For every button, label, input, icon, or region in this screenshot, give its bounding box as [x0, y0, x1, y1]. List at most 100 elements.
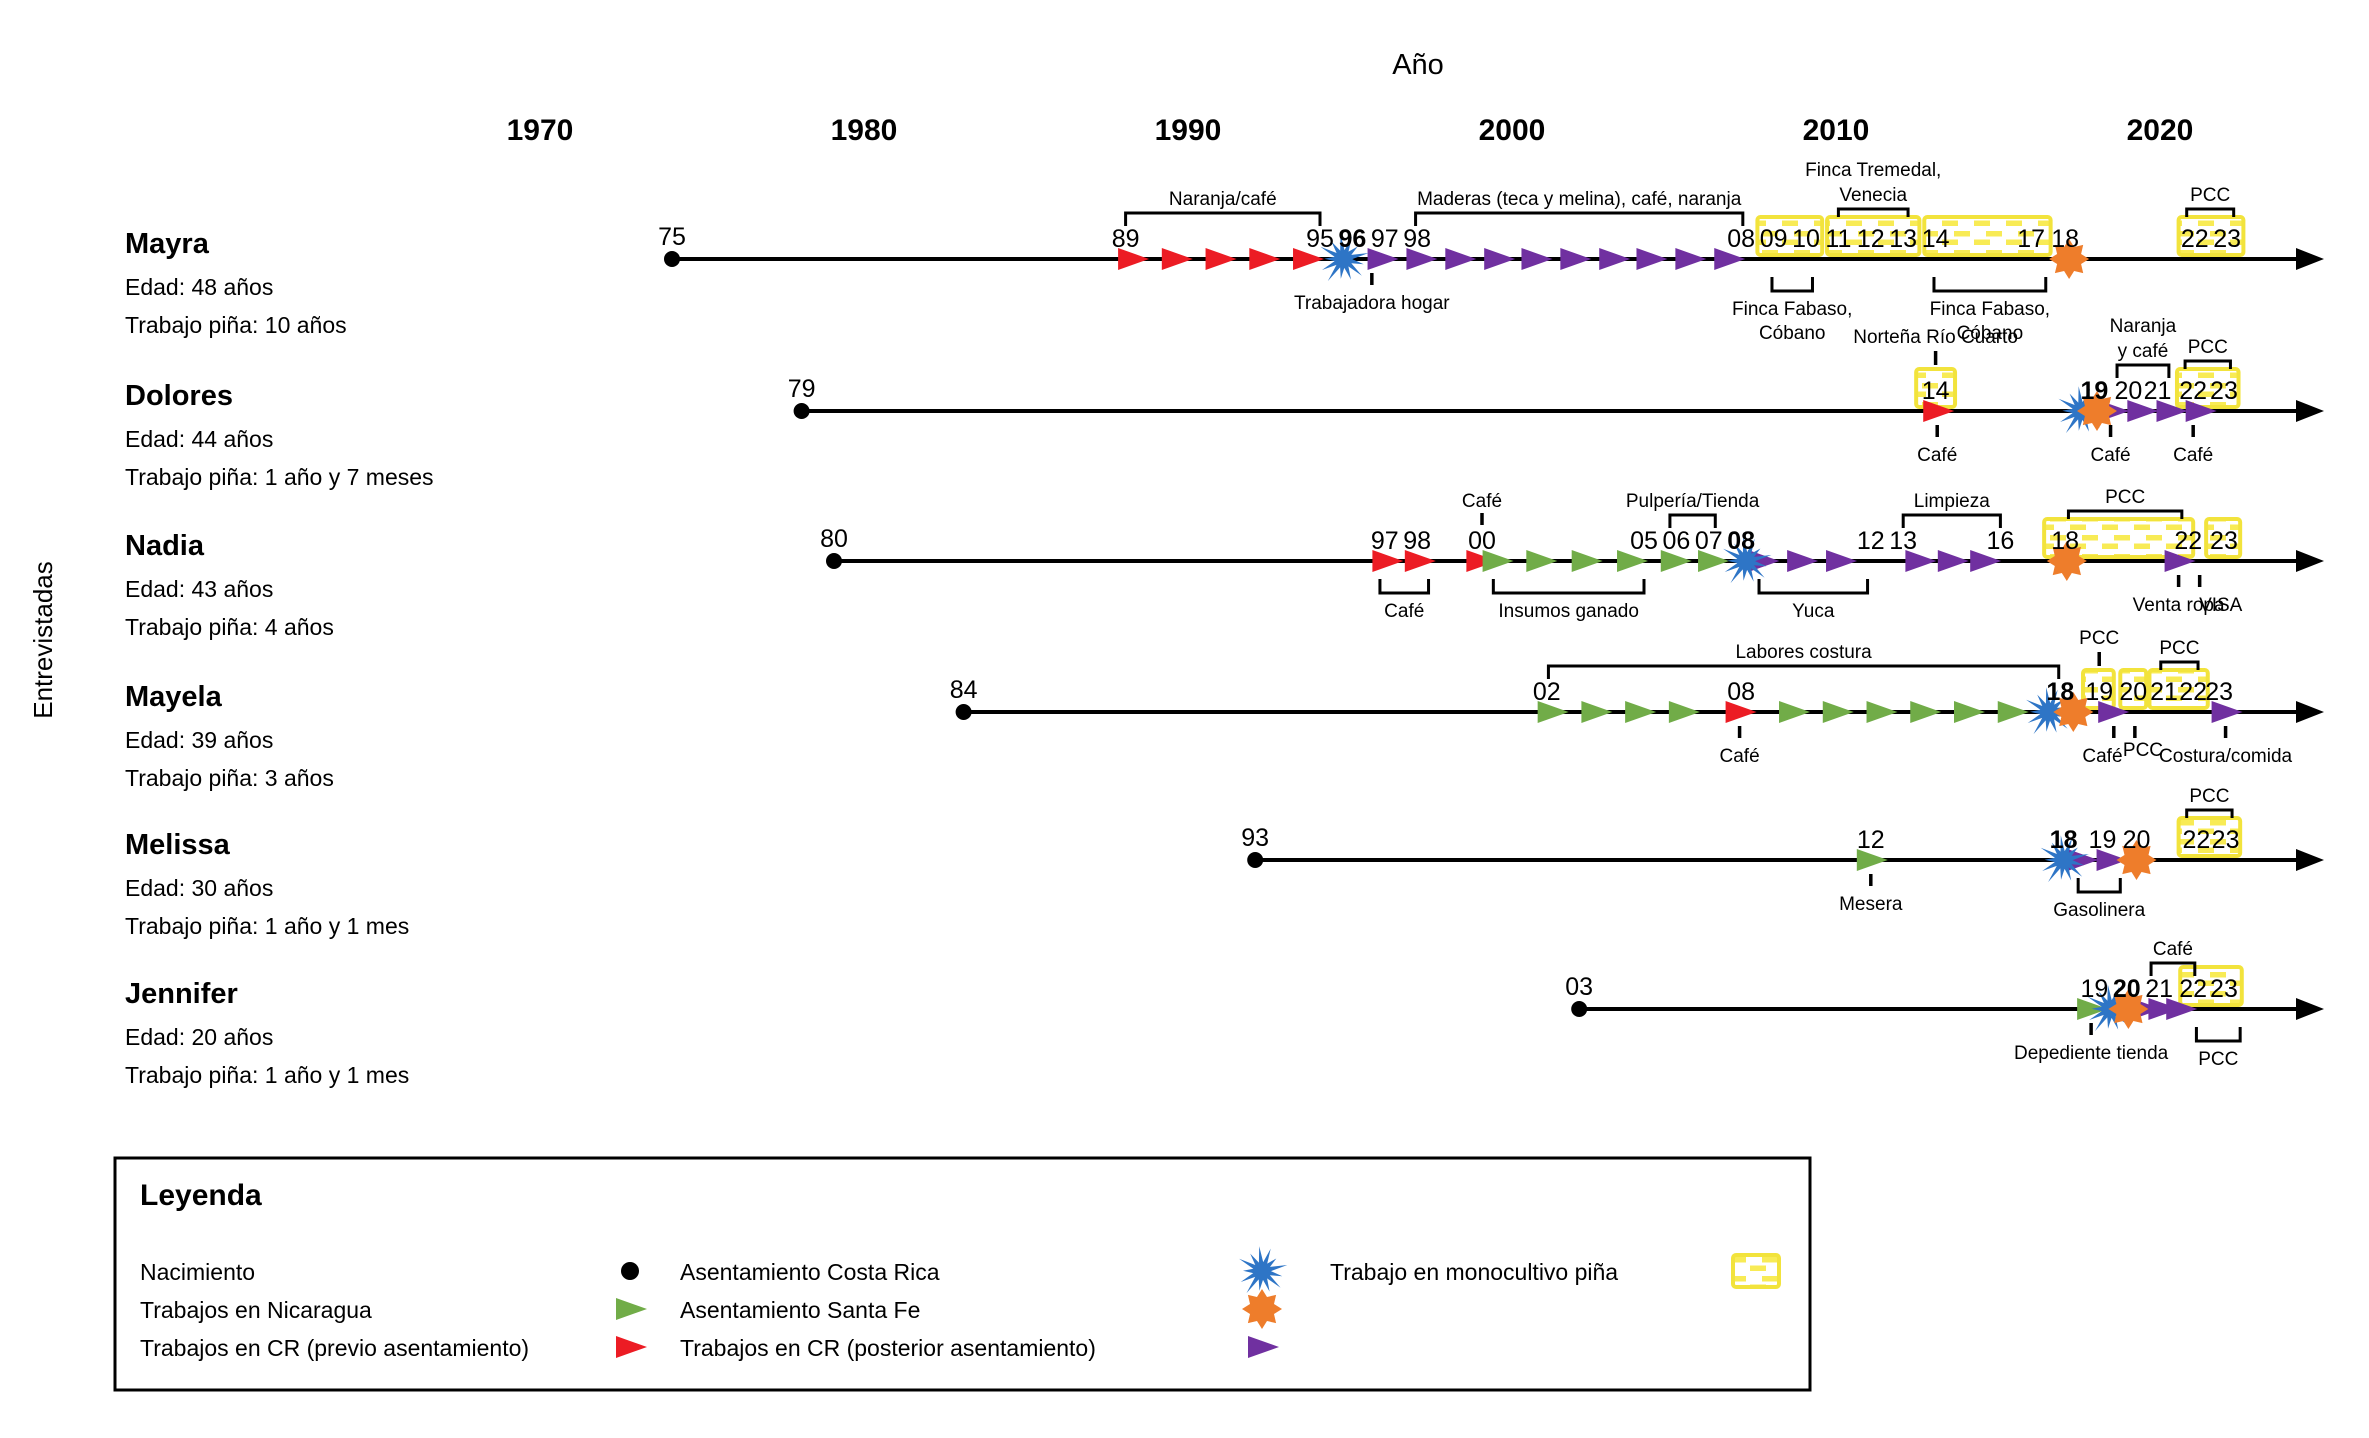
birth-year-label: 79	[788, 375, 816, 403]
annotation-bracket	[1770, 277, 1814, 293]
legend-box	[113, 1156, 1812, 1392]
pina-period-box	[2147, 668, 2210, 710]
year-label: 89	[1112, 225, 1140, 253]
annotation-label: Gasolinera	[2053, 900, 2145, 921]
annotation-bracket	[2159, 660, 2200, 670]
year-label: 23	[2210, 527, 2238, 555]
year-label: 20	[2123, 826, 2151, 854]
year-label: 16	[1986, 527, 2014, 555]
annotation-label: Limpieza	[1914, 491, 1990, 512]
annotation-label: Costura/comida	[2159, 746, 2292, 767]
year-label: 10	[1792, 225, 1820, 253]
year-label: 96	[1338, 225, 1366, 253]
annotation-label: Café	[1462, 491, 1502, 512]
person-name: Mayra	[125, 228, 210, 260]
person-age: Edad: 20 años	[125, 1024, 273, 1050]
year-label: 08	[1727, 527, 1755, 555]
year-label: 23	[2210, 377, 2238, 405]
annotation-bracket	[2115, 363, 2171, 378]
work-marker-cr-previo	[1293, 248, 1325, 270]
year-label: 23	[2212, 826, 2240, 854]
annotation-bracket	[2183, 359, 2232, 369]
annotation-bracket	[1414, 211, 1745, 226]
work-marker-cr-previo	[1205, 248, 1237, 270]
year-label: 13	[1889, 527, 1917, 555]
pina-period-box	[1922, 215, 2053, 257]
pina-period-box	[1825, 215, 1922, 257]
settlement-cr-marker	[1723, 536, 1772, 584]
work-marker-nicaragua	[1617, 550, 1649, 572]
work-marker-cr-posterior	[1787, 550, 1819, 572]
legend-cr-posterior-marker	[1248, 1336, 1279, 1358]
annotation-label: PCC	[2105, 487, 2145, 508]
person-age: Edad: 43 años	[125, 576, 273, 602]
year-label: 23	[2205, 678, 2233, 706]
birth-dot	[826, 553, 842, 569]
annotation-label: Depediente tienda	[2014, 1043, 2169, 1064]
annotation-bracket	[1932, 277, 2048, 293]
person-name: Melissa	[125, 829, 231, 861]
row-dolores: Dolores Edad: 44 años Trabajo piña: 1 año …	[125, 316, 2324, 490]
legend-item-label: Trabajos en CR (previo asentamiento)	[140, 1335, 529, 1361]
settlement-cr-marker	[1239, 1246, 1288, 1294]
legend: Leyenda Nacimiento Trabajos en Nicaragua Tr…	[113, 1156, 1812, 1392]
decade-label: 2020	[2127, 114, 2194, 147]
annotation-label: Finca Fabaso, Cóbano	[1930, 299, 2050, 344]
decade-label: 2000	[1479, 114, 1546, 147]
work-marker-cr-posterior	[2148, 998, 2180, 1020]
annotation-label: Mesera	[1839, 894, 1903, 915]
annotation-bracket	[1378, 579, 1431, 595]
timeline-arrowhead	[2296, 998, 2324, 1020]
birth-dot	[1571, 1001, 1588, 1017]
annotation-label: Yuca	[1792, 601, 1835, 622]
work-marker-cr-posterior	[2164, 550, 2196, 572]
work-marker-cr-posterior	[2166, 998, 2198, 1020]
timeline-arrowhead	[2296, 400, 2324, 422]
decade-label: 1970	[507, 114, 574, 147]
annotation-label: PCC	[2079, 628, 2119, 649]
work-marker-cr-posterior	[2185, 400, 2217, 422]
annotation-label: Insumos ganado	[1498, 601, 1639, 622]
settlement-cr-marker	[1320, 234, 1369, 282]
annotation-label: Café	[2173, 445, 2213, 466]
birth-year-label: 75	[658, 223, 686, 251]
annotation-label: VISA	[2199, 595, 2243, 616]
annotation-label: PCC	[2123, 740, 2163, 761]
year-label: 20	[2113, 975, 2141, 1003]
annotation-label: Labores costura	[1735, 642, 1872, 663]
work-marker-cr-posterior	[1521, 248, 1553, 270]
settlement-santafe-marker	[2053, 692, 2094, 732]
timeline-arrowhead	[2296, 248, 2324, 270]
annotation-bracket	[1901, 513, 2002, 528]
person-age: Edad: 39 años	[125, 727, 273, 753]
work-marker-nicaragua	[1997, 701, 2029, 723]
year-label: 20	[2114, 377, 2142, 405]
year-label: 18	[2046, 678, 2074, 706]
legend-cr-previo-marker	[616, 1336, 647, 1358]
work-marker-cr-posterior	[2211, 701, 2243, 723]
annotation-label: Café	[1917, 445, 1957, 466]
year-label: 23	[2210, 975, 2238, 1003]
work-marker-cr-posterior	[1406, 248, 1438, 270]
annotation-bracket	[1491, 579, 1646, 595]
timeline-arrowhead	[2296, 701, 2324, 723]
work-marker-cr-posterior	[2156, 400, 2188, 422]
birth-year-label: 84	[950, 676, 978, 704]
year-label: 05	[1630, 527, 1658, 555]
year-label: 20	[2119, 678, 2147, 706]
pina-period-box	[2178, 965, 2244, 1007]
year-label: 19	[2080, 975, 2108, 1003]
settlement-santafe-marker	[2046, 541, 2087, 581]
year-label: 18	[2051, 225, 2079, 253]
annotation-bracket	[2149, 961, 2197, 976]
work-marker-nicaragua	[1698, 550, 1730, 572]
work-marker-cr-posterior	[2098, 701, 2130, 723]
settlement-cr-marker	[2026, 687, 2075, 735]
person-pina-duration: Trabajo piña: 10 años	[125, 312, 347, 338]
year-label: 14	[1922, 377, 1950, 405]
person-pina-duration: Trabajo piña: 1 año y 7 meses	[125, 464, 434, 490]
row-mayela: Mayela Edad: 39 años Trabajo piña: 3 años 8…	[125, 628, 2324, 791]
year-label: 19	[2085, 678, 2113, 706]
year-label: 00	[1468, 527, 1496, 555]
